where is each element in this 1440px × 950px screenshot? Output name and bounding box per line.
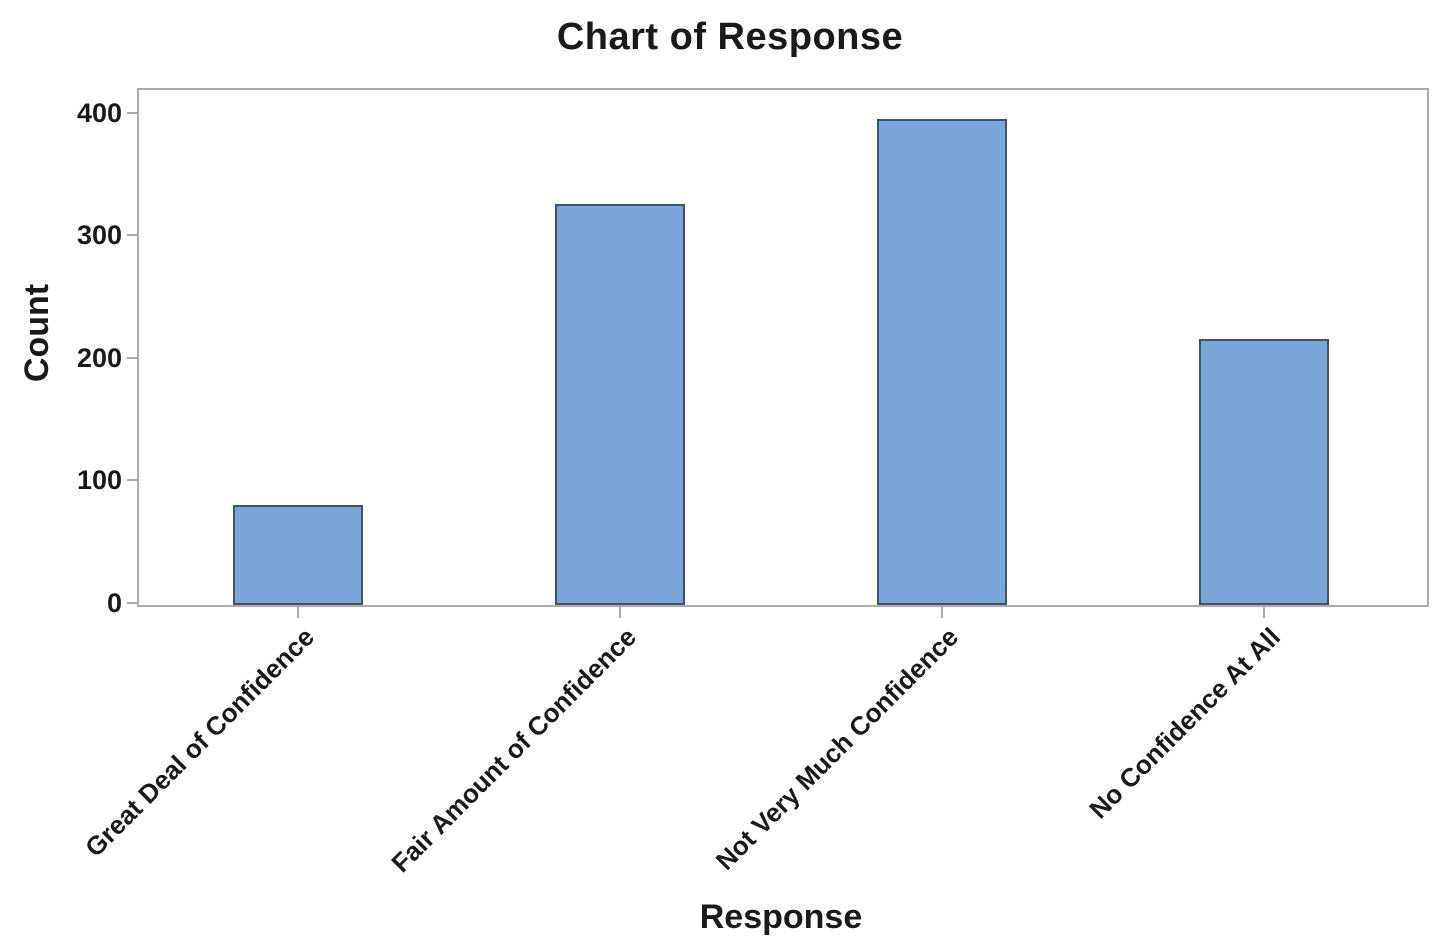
y-tick-label: 300 [76, 220, 122, 251]
y-tick-label: 400 [76, 97, 122, 128]
y-tick [127, 602, 137, 604]
bar-4 [1199, 339, 1329, 605]
y-tick-label: 100 [76, 465, 122, 496]
bar-2 [555, 204, 685, 605]
chart-title: Chart of Response [556, 16, 904, 58]
y-tick-label: 200 [76, 342, 122, 373]
x-axis-title: Response [699, 898, 863, 936]
x-tick [941, 605, 943, 618]
y-tick [127, 356, 137, 359]
y-tick [127, 111, 137, 114]
x-category-label: Great Deal of Confidence [79, 621, 320, 863]
y-tick-label: 0 [106, 588, 122, 618]
x-tick [1263, 605, 1265, 618]
bar-1 [233, 504, 363, 605]
x-tick [297, 605, 299, 618]
y-tick [127, 479, 137, 482]
y-tick [127, 234, 137, 237]
bar-3 [877, 118, 1007, 605]
x-tick [619, 605, 621, 618]
x-category-label: No Confidence At All [1083, 621, 1286, 825]
